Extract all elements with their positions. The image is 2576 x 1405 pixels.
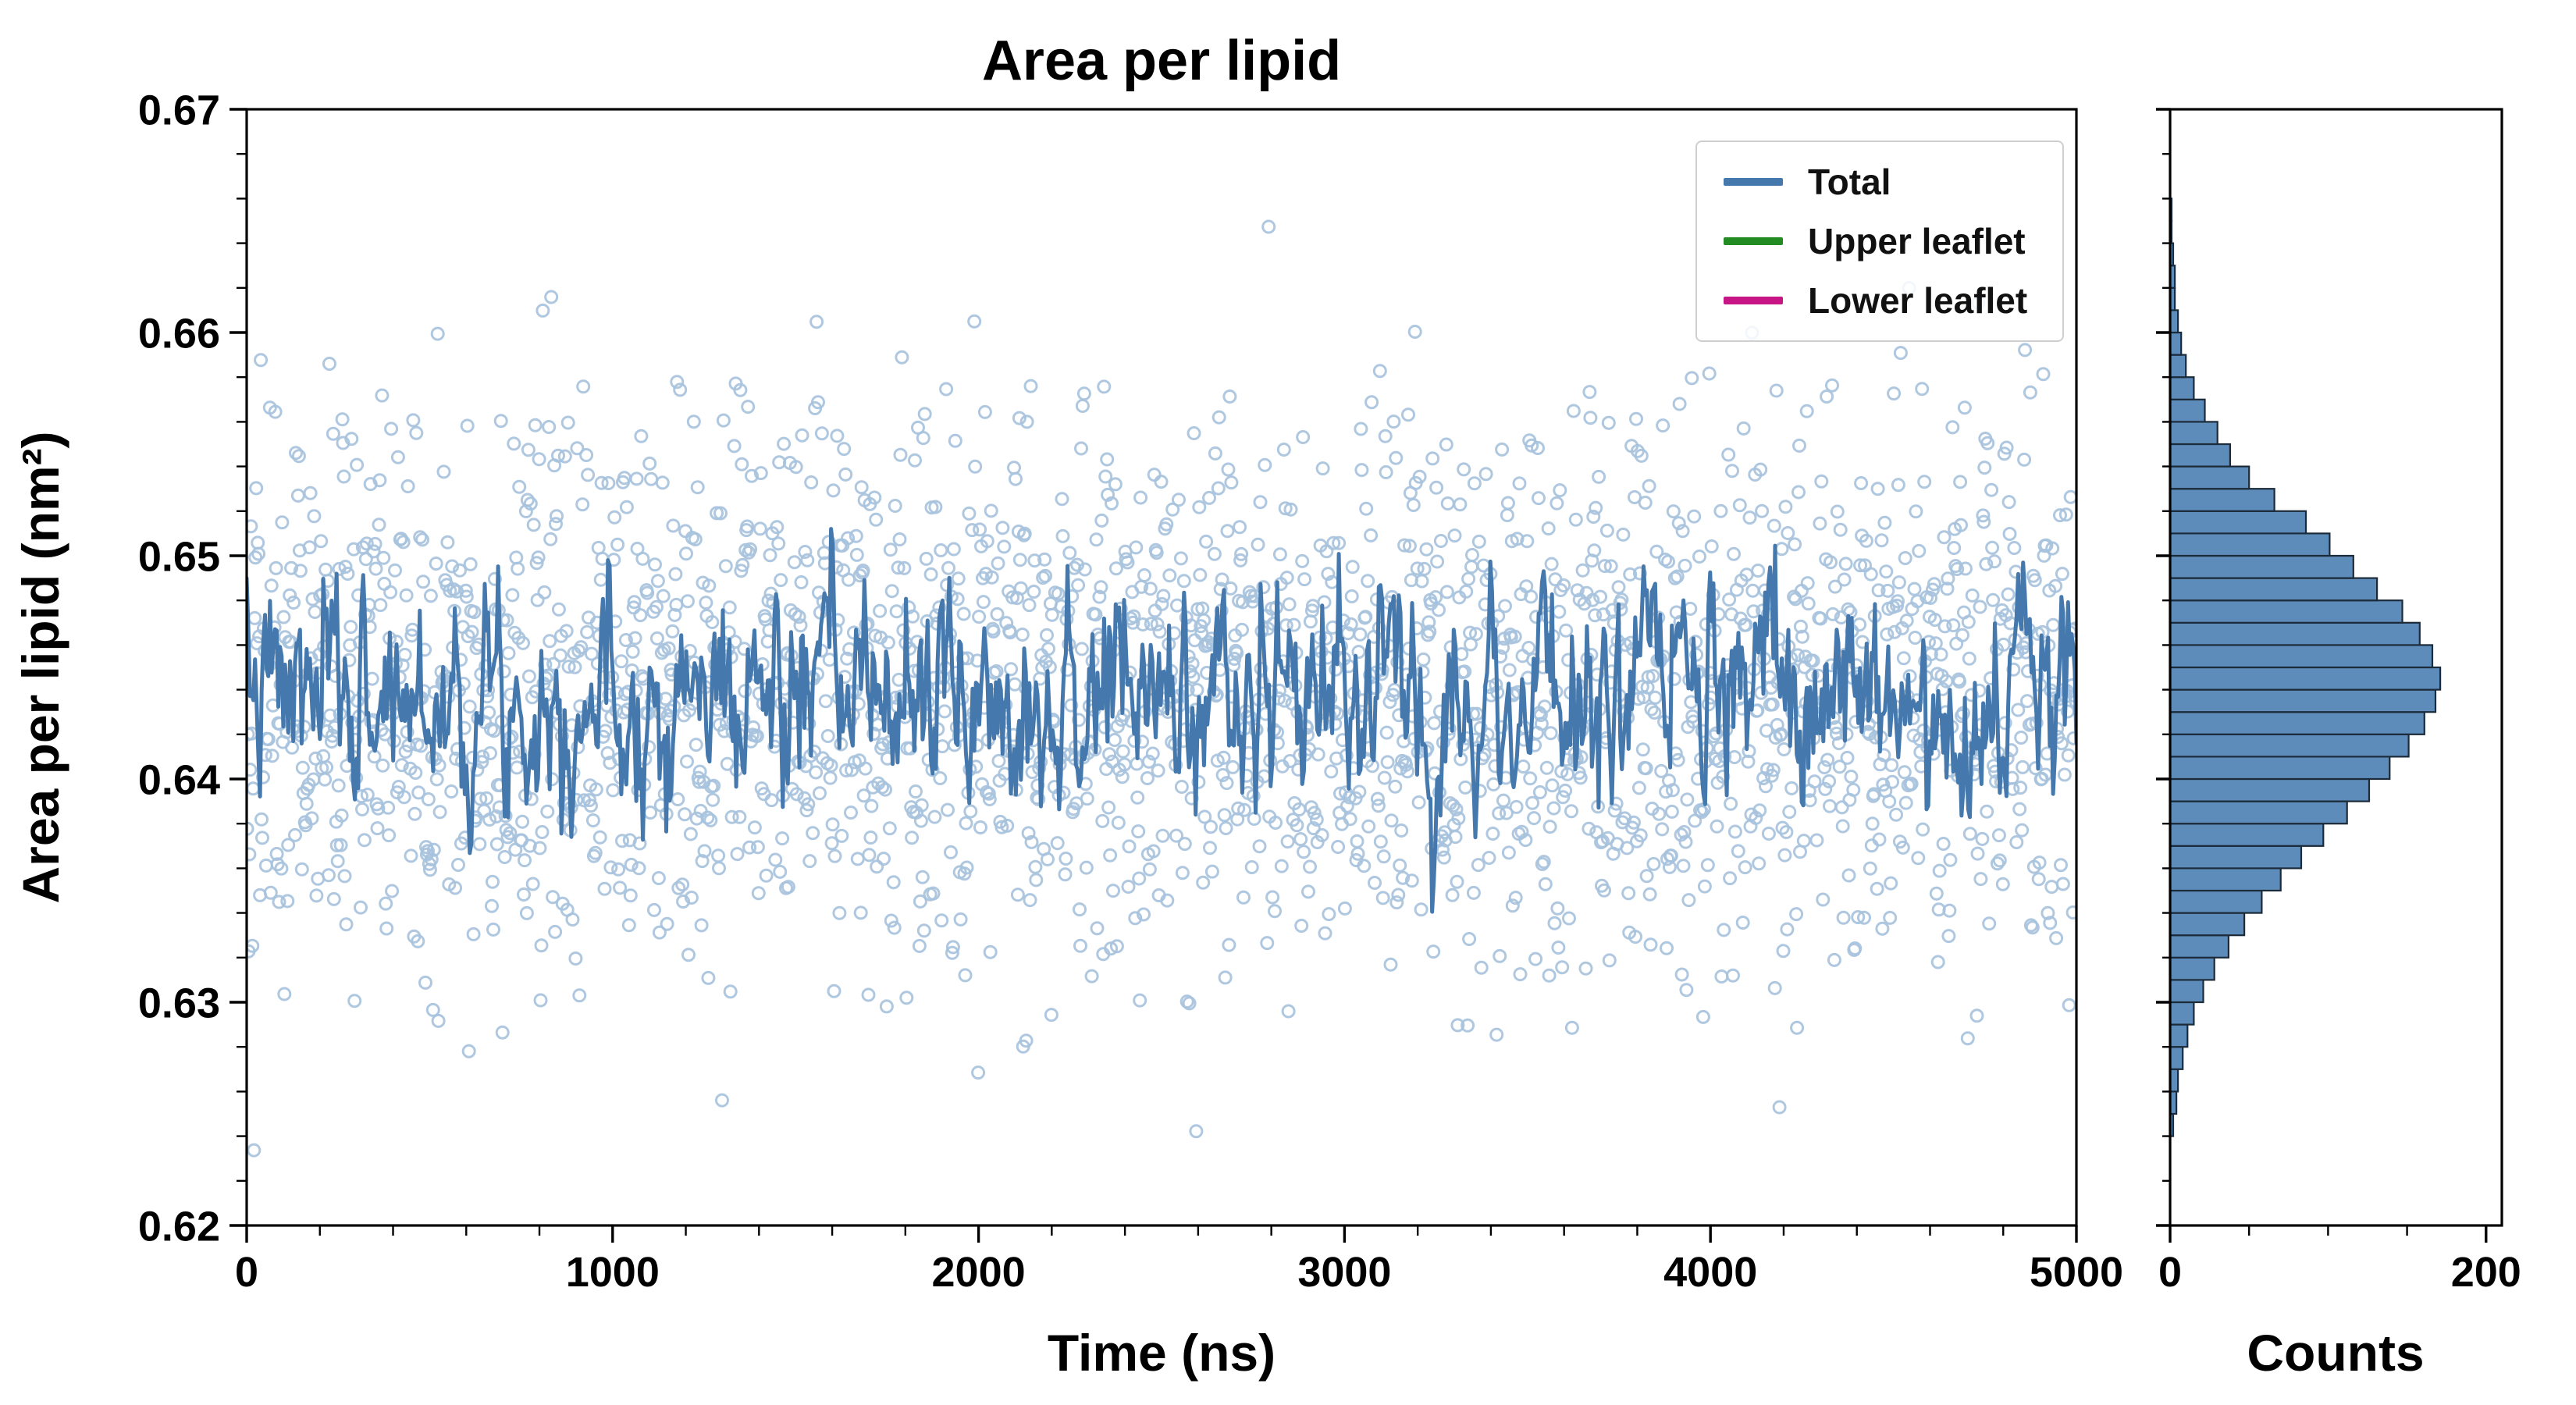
upper-leaflet-line-swatch bbox=[1724, 237, 1783, 245]
legend: Total Upper leaflet Lower leaflet bbox=[1695, 140, 2064, 342]
svg-text:3000: 3000 bbox=[1297, 1249, 1391, 1296]
x-axis-label: Time (ns) bbox=[1048, 1324, 1276, 1382]
legend-label: Total bbox=[1808, 162, 1891, 202]
legend-label: Upper leaflet bbox=[1808, 221, 2026, 261]
tick-labels: 0 1000 2000 3000 4000 50000.620.630.640.650.6… bbox=[138, 87, 2521, 1296]
svg-text:0.66: 0.66 bbox=[138, 310, 220, 357]
svg-text:0: 0 bbox=[2158, 1249, 2182, 1296]
axis-ticks bbox=[229, 108, 2488, 1243]
svg-text:1000: 1000 bbox=[566, 1249, 660, 1296]
legend-item-total: Total bbox=[1724, 164, 2036, 200]
svg-text:0.62: 0.62 bbox=[138, 1203, 220, 1250]
histogram-bars bbox=[2170, 197, 2442, 1137]
svg-text:0: 0 bbox=[235, 1249, 258, 1296]
svg-text:0.64: 0.64 bbox=[138, 756, 220, 803]
total-line bbox=[247, 527, 2076, 914]
chart-title: Area per lipid bbox=[982, 30, 1341, 92]
lower-leaflet-line-swatch bbox=[1724, 297, 1783, 304]
legend-item-lower-leaflet: Lower leaflet bbox=[1724, 283, 2036, 318]
axes-frames bbox=[245, 108, 2503, 1227]
y-axis-label: Area per lipid (nm²) bbox=[12, 431, 69, 903]
svg-text:2000: 2000 bbox=[932, 1249, 1026, 1296]
svg-text:200: 200 bbox=[2451, 1249, 2521, 1296]
svg-text:0.63: 0.63 bbox=[138, 980, 220, 1026]
legend-label: Lower leaflet bbox=[1808, 280, 2028, 321]
histogram-x-axis-label: Counts bbox=[2247, 1324, 2424, 1382]
total-line-swatch bbox=[1724, 178, 1783, 186]
legend-item-upper-leaflet: Upper leaflet bbox=[1724, 223, 2036, 259]
svg-text:0.65: 0.65 bbox=[138, 533, 220, 580]
svg-text:0.67: 0.67 bbox=[138, 87, 220, 133]
svg-text:5000: 5000 bbox=[2030, 1249, 2123, 1296]
scatter-points bbox=[247, 219, 2076, 1158]
svg-text:4000: 4000 bbox=[1663, 1249, 1757, 1296]
